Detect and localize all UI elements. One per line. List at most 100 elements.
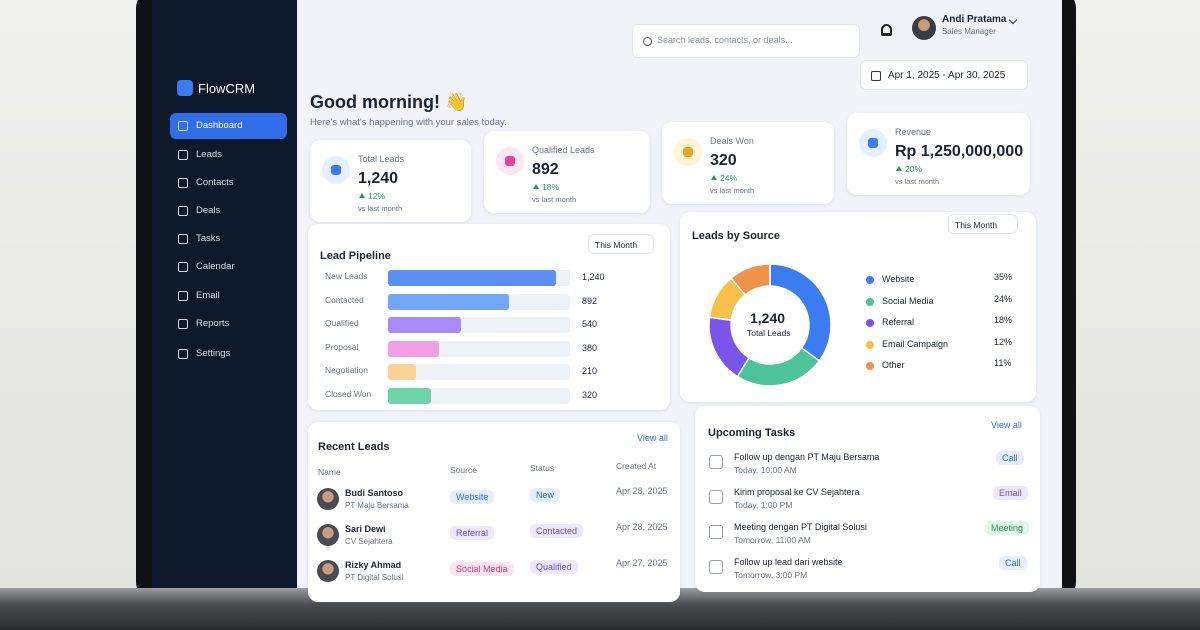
date-range[interactable]: Apr 1, 2025 - Apr 30, 2025 [860,60,1028,90]
section-title: Recent Leads [318,441,390,453]
kpi-card: Total Leads 1,240 12% vs last month [310,140,471,222]
nav-item[interactable]: Dashboard [196,120,243,131]
kpi-value: 1,240 [358,170,399,187]
kpi-label: Revenue [895,127,932,137]
nav-icon[interactable] [178,349,188,359]
nav-icon[interactable] [178,206,188,216]
filter-dropdown[interactable]: This Month [948,214,1018,234]
category-label: Negotiation [325,365,369,375]
kpi-label: Total Leads [358,154,405,164]
view-all-link[interactable]: View all [991,420,1022,430]
nav-icon[interactable] [178,319,188,329]
lead-name: Rizky Ahmad [345,560,402,570]
kpi-value: 892 [532,161,559,178]
lead-avatar [317,560,339,582]
nav-item[interactable]: Calendar [196,261,235,272]
nav-item[interactable]: Reports [196,318,230,329]
task-tag: Email [993,486,1028,500]
status-tag: New [530,488,561,502]
nav-item[interactable]: Email [196,290,220,301]
source-tag: Referral [450,526,495,540]
legend-swatch [866,319,874,327]
nav-icon[interactable] [178,178,188,188]
kpi-card: Revenue Rp 1,250,000,000 20% vs last month [847,113,1030,195]
kpi-value: Rp 1,250,000,000 [895,143,1024,160]
category-label: Proposal [325,341,359,352]
category-label: New Leads [325,271,368,281]
nav-icon[interactable] [178,121,188,131]
date-text: Apr 1, 2025 - Apr 30, 2025 [888,70,1006,81]
kpi-arrow [359,193,365,198]
task-time: Tomorrow, 3:00 PM [734,570,808,580]
pipeline-card: Lead Pipeline This Month New Leads 1,240 Con… [308,224,670,410]
filter-dropdown[interactable]: This Month [588,234,654,254]
nav-item[interactable]: Contacts [196,177,234,188]
task-time: Today, 1:00 PM [734,500,793,510]
legend-label: Email Campaign [882,338,949,349]
nav-icon[interactable] [178,291,188,301]
task-checkbox[interactable] [709,525,723,539]
recent-leads-card: Recent Leads View all Name Source Status Crea… [308,422,680,602]
legend-swatch [866,276,874,284]
legend-label: Social Media [882,295,934,306]
kpi-label: Deals Won [710,136,754,146]
nav-icon[interactable] [178,234,188,244]
source-card: Leads by Source This Month 1,240 Total Lead… [680,212,1036,402]
source-tag: Website [450,490,495,504]
kpi-change: 18% [542,182,560,192]
bar-track [388,387,570,404]
lead-date: Apr 28, 2025 [616,522,668,532]
filter-text: This Month [955,220,998,230]
nav-item[interactable]: Tasks [196,233,221,244]
task-time: Today, 10:00 AM [734,465,797,475]
kpi-note: vs last month [710,186,755,195]
lead-avatar [317,488,339,510]
value-label: 320 [582,389,598,400]
task-checkbox[interactable] [709,490,723,504]
kpi-card: Deals Won 320 24% vs last month [662,122,834,204]
kpi-change: 12% [368,191,386,201]
lead-avatar [317,524,339,546]
legend-swatch [866,340,874,349]
greeting-title: Good morning! 👋 [310,92,468,112]
nav-icon[interactable] [178,150,188,160]
task-checkbox[interactable] [709,560,723,574]
task-tag: Call [996,451,1024,465]
nav-item[interactable]: Settings [196,348,231,359]
nav-item[interactable]: Deals [196,205,221,216]
bar [388,340,440,357]
nav-icon[interactable] [178,262,188,272]
chart-title: Leads by Source [692,230,781,242]
value-label: 892 [582,295,598,306]
lead-company: CV Sejahtera [345,537,393,546]
kpi-change: 24% [720,173,738,183]
kpi-note: vs last month [895,177,940,186]
lead-date: Apr 28, 2025 [616,486,668,496]
kpi-icon-dot [505,156,515,166]
filter-text: This Month [595,240,638,250]
task-time: Tomorrow, 11:00 AM [734,535,811,545]
value-label: 540 [582,319,598,329]
kpi-arrow [711,175,717,180]
column-header: Name [318,467,341,477]
search-box[interactable]: Search leads, contacts, or deals... [632,24,860,58]
legend-label: Referral [882,317,915,327]
bar [388,317,462,333]
user-avatar[interactable] [912,16,936,40]
center-value: 1,240 [750,310,786,326]
value-label: 210 [582,366,598,376]
view-all-link[interactable]: View all [637,433,668,443]
column-header: Created At [616,461,657,471]
section-title: Upcoming Tasks [708,427,796,439]
kpi-icon-dot [868,138,878,148]
bell-icon[interactable] [881,24,892,36]
donut [708,263,832,387]
lead-name: Sari Dewi [345,524,386,534]
task-tag: Call [999,556,1027,570]
donut-segment [736,346,821,387]
column-header: Status [530,463,555,473]
search-icon [643,37,652,46]
task-checkbox[interactable] [709,455,723,469]
nav-item[interactable]: Leads [196,149,222,160]
